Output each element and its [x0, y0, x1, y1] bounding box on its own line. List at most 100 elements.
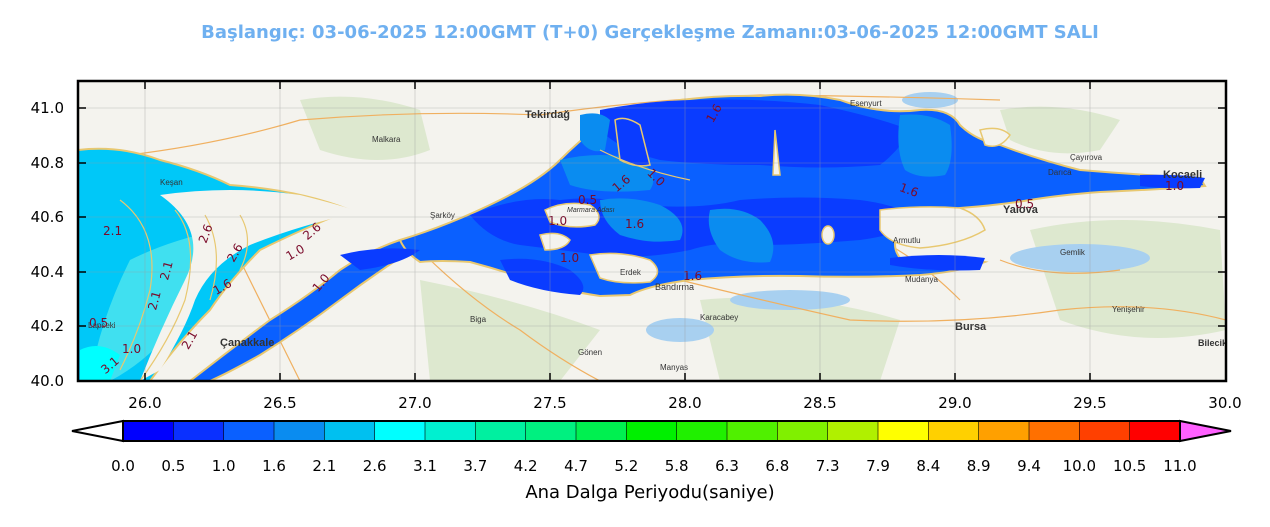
place-label: Bursa: [955, 321, 987, 333]
place-label: Gemlik: [1060, 248, 1086, 257]
colorbar-tick-label: 8.4: [916, 457, 940, 475]
place-label: Keşan: [160, 178, 183, 187]
colorbar-bin: [928, 420, 980, 442]
colorbar-tick-label: 3.7: [463, 457, 487, 475]
place-label: Mudanya: [905, 275, 938, 284]
y-tick-label: 41.0: [31, 99, 64, 117]
aegean-cyan-area: [80, 346, 120, 381]
place-label: Marmara Adası: [567, 207, 615, 214]
place-label: Şarköy: [430, 211, 455, 220]
colorbar-bin: [122, 420, 175, 442]
colorbar-bin: [173, 420, 225, 442]
colorbar-tick-label: 5.8: [665, 457, 689, 475]
contour-label: 0.5: [89, 316, 108, 330]
map-area: Tekirdağ Çanakkale Bandırma Bursa Yalova…: [78, 81, 1228, 381]
x-tick-label: 27.0: [398, 394, 431, 412]
colorbar-tick-label: 1.6: [262, 457, 286, 475]
colorbar-tick-label: 9.4: [1017, 457, 1041, 475]
contour-label: 1.6: [683, 269, 702, 283]
colorbar-bin: [777, 420, 829, 442]
x-tick-label: 30.0: [1208, 394, 1241, 412]
colorbar-tick-label: 3.1: [413, 457, 437, 475]
contour-label: 1.0: [548, 214, 567, 228]
place-label: Yalova: [1003, 204, 1039, 216]
x-tick-label: 27.5: [533, 394, 566, 412]
x-tick-label: 28.0: [668, 394, 701, 412]
place-label: Karacabey: [700, 313, 738, 322]
contour-label: 2.6: [196, 222, 216, 245]
place-label: Tekirdağ: [525, 109, 570, 121]
y-tick-label: 40.2: [31, 317, 64, 335]
colorbar-tick-label: 10.0: [1063, 457, 1096, 475]
place-label: Yenişehir: [1112, 305, 1145, 314]
colorbar-tick-label: 2.6: [363, 457, 387, 475]
colorbar-bin: [273, 420, 326, 442]
place-label: Manyas: [660, 363, 688, 372]
aegean-light-band: [90, 230, 220, 381]
place-label: Kocaeli: [1163, 169, 1202, 181]
kapidag-peninsula: [588, 252, 659, 284]
contour-label: 2.1: [145, 290, 163, 312]
colorbar-tick-label: 6.8: [765, 457, 789, 475]
colorbar-tick-label: 0.5: [161, 457, 185, 475]
contour-label: 2.1: [157, 260, 175, 282]
y-tick-label: 40.0: [31, 372, 64, 390]
place-label: Malkara: [372, 135, 401, 144]
y-tick-label: 40.8: [31, 154, 64, 172]
place-label: Gönen: [578, 348, 602, 357]
colorbar-under-arrow: [71, 419, 124, 443]
colorbar-frame: [122, 420, 1181, 442]
colorbar-bin: [1079, 420, 1131, 442]
contour-label: 1.0: [122, 342, 141, 356]
colorbar-tick-label: 2.1: [312, 457, 336, 475]
contour-label: 1.6: [625, 217, 644, 231]
contour-label: 0.5: [578, 193, 597, 207]
colorbar-bin: [676, 420, 728, 442]
contour-label: 2.1: [103, 224, 122, 238]
colorbar-tick-label: 8.9: [967, 457, 991, 475]
colorbar-tick-label: 10.5: [1113, 457, 1146, 475]
place-labels: Tekirdağ Çanakkale Bandırma Bursa Yalova…: [88, 99, 1228, 372]
colorbar-bin: [827, 420, 879, 442]
x-tick-label: 26.5: [263, 394, 296, 412]
colorbar-bin: [978, 420, 1030, 442]
colorbar-tick-label: 7.3: [816, 457, 840, 475]
colorbar-bin: [525, 420, 577, 442]
y-tick-label: 40.4: [31, 263, 64, 281]
place-label: Darıca: [1048, 168, 1072, 177]
colorbar-bin: [1129, 420, 1181, 442]
tick-marks: [78, 81, 1226, 381]
colorbar-tick-label: 4.7: [564, 457, 588, 475]
colorbar-bin: [726, 420, 779, 442]
contour-lines: [119, 149, 691, 381]
map-title: Başlangıç: 03-06-2025 12:00GMT (T+0) Ger…: [201, 22, 1099, 43]
place-label: Bilecik: [1198, 338, 1228, 348]
place-label: Lapseki: [88, 321, 116, 330]
colorbar-tick-label: 6.3: [715, 457, 739, 475]
contour-label: 1.6: [898, 180, 921, 200]
colorbar-over-arrow: [1179, 419, 1232, 443]
colorbar-label: Ana Dalga Periyodu(saniye): [525, 482, 775, 503]
place-label: Bandırma: [655, 282, 694, 292]
contour-label: 0.5: [1015, 197, 1034, 211]
x-tick-label: 29.5: [1073, 394, 1106, 412]
place-label: Erdek: [620, 268, 642, 277]
y-tick-label: 40.6: [31, 208, 64, 226]
colorbar-bin: [424, 420, 477, 442]
x-tick-labels: 26.0 26.5 27.0 27.5 28.0 28.5 29.0 29.5 …: [128, 394, 1241, 412]
place-label: Esenyurt: [850, 99, 882, 108]
contour-label: 1.0: [560, 251, 579, 265]
colorbar-tick-label: 0.0: [111, 457, 135, 475]
colorbar-tick-label: 11.0: [1163, 457, 1196, 475]
colorbar-bin: [626, 420, 678, 442]
y-tick-labels: 41.0 40.8 40.6 40.4 40.2 40.0: [31, 99, 64, 390]
colorbar-bin: [374, 420, 426, 442]
map-frame: [76, 79, 1228, 383]
x-tick-label: 28.5: [803, 394, 836, 412]
colorbar-bin: [475, 420, 527, 442]
colorbar-bin: [223, 420, 275, 442]
colorbar-tick-label: 4.2: [514, 457, 538, 475]
place-label: Biga: [470, 315, 487, 324]
place-label: Armutlu: [893, 236, 921, 245]
